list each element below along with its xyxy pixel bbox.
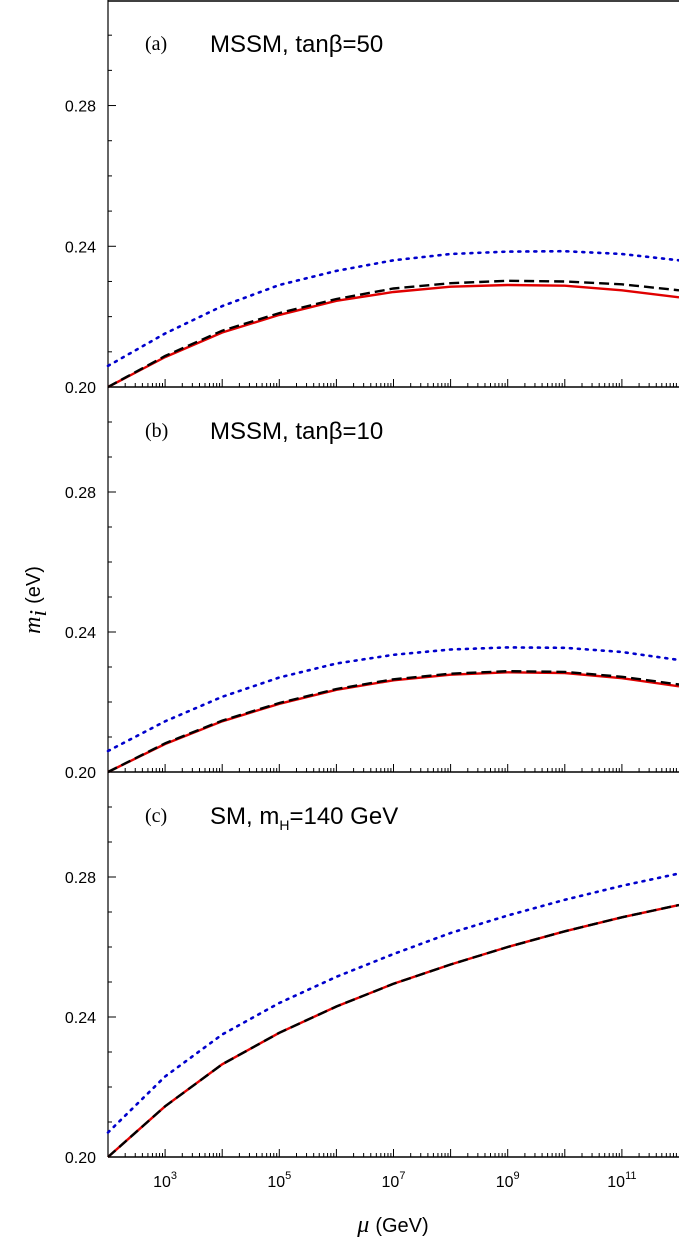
series-line-dotted [106,646,679,753]
y-tick-label: 0.20 [65,765,96,782]
panel-tag: (c) [145,805,167,827]
x-tick-label: 1011 [607,1170,636,1191]
panel-title: MSSM, tanβ=50 [210,31,383,58]
panel-title: SM, mH=140 GeV [210,803,398,833]
series-line-solid [107,283,679,389]
x-axis-label: μ (GeV) [356,1212,428,1238]
series-line-solid [107,671,679,774]
y-tick-label: 0.24 [65,239,96,256]
y-tick-label: 0.24 [65,1010,96,1027]
y-tick-label: 0.24 [65,625,96,642]
panel-title: MSSM, tanβ=10 [210,418,383,445]
y-tick-label: 0.28 [65,485,96,502]
x-tick-label: 103 [153,1170,177,1191]
series-line-dashed [107,903,679,1158]
y-tick-label: 0.20 [65,380,96,397]
y-axis-label: mi(eV) [20,566,52,634]
series-line-dashed [107,279,679,389]
panel-2: 0.20 0.24 0.28 (b) MSSM, tanβ=10 [65,387,679,782]
series-line-dotted [106,249,679,368]
x-tick-label: 109 [496,1170,520,1191]
y-tick-label: 0.28 [65,99,96,116]
panel-tag: (a) [145,33,167,55]
y-tick-label: 0.28 [65,870,96,887]
x-tick-label: 107 [382,1170,406,1191]
panel-1: 0.20 0.24 0.28 (a) MSSM, tanβ=50 [65,0,679,397]
axis-titles: mi(eV) μ (GeV) [20,566,429,1238]
panel-3: 0.20 0.24 0.28 (c) SM, mH=140 GeV [65,772,679,1167]
series-line-dotted [106,872,679,1134]
x-tick-label: 105 [267,1170,291,1191]
series-line-dashed [107,669,679,774]
panel-tag: (b) [145,420,168,442]
series-line-solid [107,903,679,1158]
y-tick-label: 0.20 [65,1150,96,1167]
chart-panels: 0.20 0.24 0.28 (a) MSSM, tanβ=50 0.20 0.24 0.28… [65,0,679,1191]
